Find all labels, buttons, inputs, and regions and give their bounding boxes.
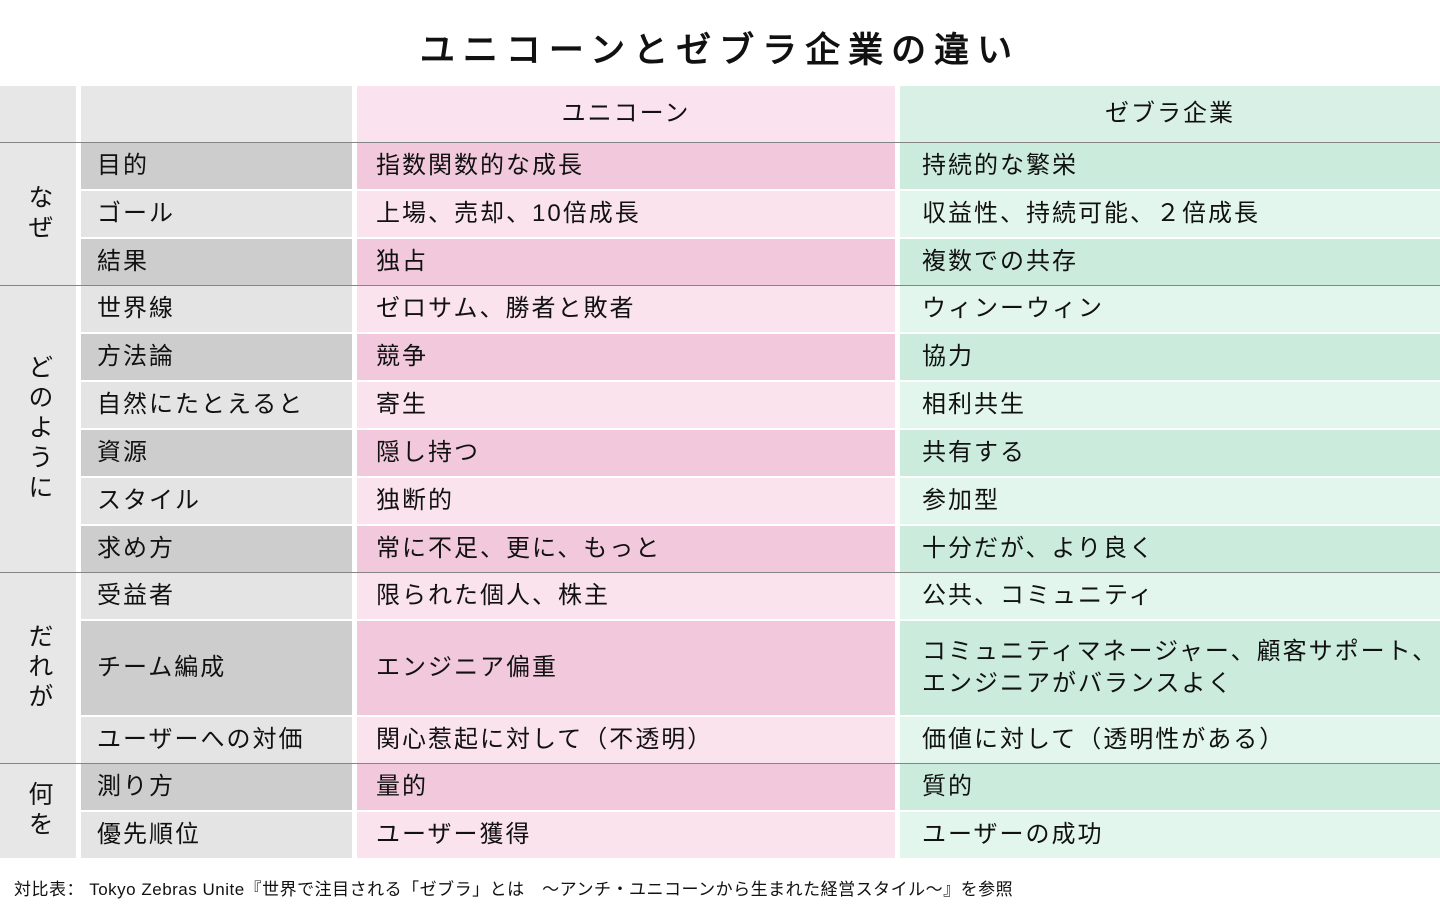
unicorn-cell: 限られた個人、株主 (357, 573, 895, 619)
unicorn-cell: 寄生 (357, 382, 895, 428)
group-label: どのように (0, 286, 76, 572)
table-header-row: ユニコーン ゼブラ企業 (0, 86, 1440, 142)
row-label: 目的 (81, 143, 352, 189)
header-attribute-cell (81, 86, 352, 142)
row-group: どのように 世界線 ゼロサム、勝者と敗者 ウィンーウィン方法論 競争 協力自然にたとえると… (0, 286, 1440, 572)
zebra-cell: コミュニティマネージャー、顧客サポート、 エンジニアがバランスよく (900, 621, 1440, 715)
unicorn-cell: 競争 (357, 334, 895, 380)
zebra-cell: 相利共生 (900, 382, 1440, 428)
zebra-cell: 複数での共存 (900, 239, 1440, 285)
zebra-cell: ユーザーの成功 (900, 812, 1440, 858)
unicorn-cell: 関心惹起に対して（不透明） (357, 717, 895, 763)
row-label: ゴール (81, 191, 352, 237)
row-label: 受益者 (81, 573, 352, 619)
unicorn-cell: ゼロサム、勝者と敗者 (357, 286, 895, 332)
column-header-unicorn: ユニコーン (357, 86, 895, 142)
row-label: チーム編成 (81, 621, 352, 715)
unicorn-cell: 指数関数的な成長 (357, 143, 895, 189)
group-label: なぜ (0, 143, 76, 285)
zebra-cell: 参加型 (900, 478, 1440, 524)
row-group: 何を 測り方 量的 質的優先順位 ユーザー獲得 ユーザーの成功 (0, 764, 1440, 858)
row-label: 方法論 (81, 334, 352, 380)
row-label: 世界線 (81, 286, 352, 332)
row-group: だれが 受益者 限られた個人、株主 公共、コミュニティチーム編成 エンジニア偏重 コミュニ… (0, 573, 1440, 763)
group-divider (0, 763, 1440, 764)
group-label: 何を (0, 764, 76, 858)
zebra-cell: 価値に対して（透明性がある） (900, 717, 1440, 763)
source-note: 対比表： Tokyo Zebras Unite『世界で注目される「ゼブラ」とは … (14, 880, 1014, 899)
row-label: 結果 (81, 239, 352, 285)
zebra-cell: 質的 (900, 764, 1440, 810)
unicorn-cell: エンジニア偏重 (357, 621, 895, 715)
unicorn-cell: 独断的 (357, 478, 895, 524)
row-label: ユーザーへの対価 (81, 717, 352, 763)
group-divider (0, 142, 1440, 143)
zebra-cell: 持続的な繁栄 (900, 143, 1440, 189)
group-divider (0, 572, 1440, 573)
zebra-cell: 共有する (900, 430, 1440, 476)
row-label: 優先順位 (81, 812, 352, 858)
zebra-cell: 協力 (900, 334, 1440, 380)
row-group: なぜ 目的 指数関数的な成長 持続的な繁栄ゴール 上場、売却、10倍成長 収益性、持続可能… (0, 143, 1440, 285)
unicorn-cell: 上場、売却、10倍成長 (357, 191, 895, 237)
row-label: スタイル (81, 478, 352, 524)
header-corner-cell (0, 86, 76, 142)
row-label: 求め方 (81, 526, 352, 572)
row-label: 測り方 (81, 764, 352, 810)
zebra-cell: 十分だが、より良く (900, 526, 1440, 572)
zebra-cell: ウィンーウィン (900, 286, 1440, 332)
unicorn-cell: ユーザー獲得 (357, 812, 895, 858)
group-label: だれが (0, 573, 76, 763)
row-label: 資源 (81, 430, 352, 476)
comparison-table: ユニコーン ゼブラ企業 なぜ 目的 指数関数的な成長 持続的な繁栄ゴール 上場、売却、1… (0, 86, 1440, 858)
column-header-zebra: ゼブラ企業 (900, 86, 1440, 142)
unicorn-cell: 独占 (357, 239, 895, 285)
row-label: 自然にたとえると (81, 382, 352, 428)
unicorn-cell: 隠し持つ (357, 430, 895, 476)
zebra-cell: 公共、コミュニティ (900, 573, 1440, 619)
page-title: ユニコーンとゼブラ企業の違い (419, 31, 1021, 70)
table-body: なぜ 目的 指数関数的な成長 持続的な繁栄ゴール 上場、売却、10倍成長 収益性、持続可能… (0, 142, 1440, 858)
unicorn-cell: 量的 (357, 764, 895, 810)
unicorn-cell: 常に不足、更に、もっと (357, 526, 895, 572)
zebra-cell: 収益性、持続可能、２倍成長 (900, 191, 1440, 237)
group-divider (0, 285, 1440, 286)
